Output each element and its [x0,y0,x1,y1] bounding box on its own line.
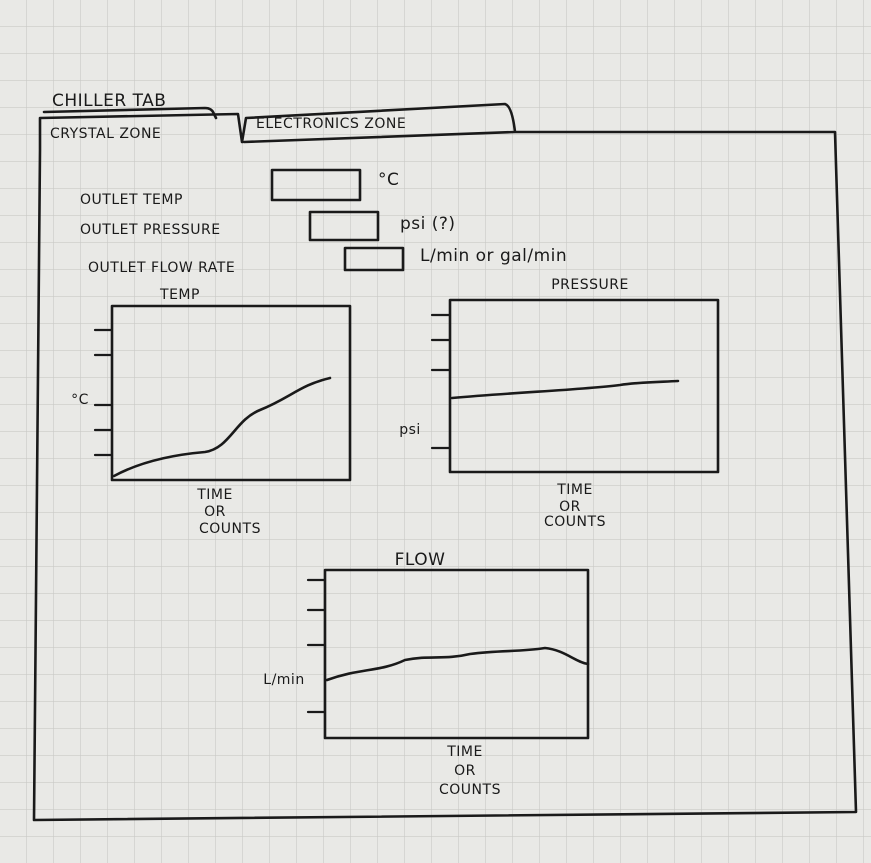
x-axis-label: OR [454,763,476,779]
x-axis-label: COUNTS [439,782,501,798]
y-axis-label: psi [399,422,421,438]
x-axis-label: TIME [446,744,483,760]
y-axis-label: L/min [263,672,304,688]
x-axis-label: TIME [196,487,233,503]
window-title: CHILLER TAB [52,91,166,111]
tab[interactable]: ELECTRONICS ZONE [256,116,406,132]
y-axis-label: °C [71,392,89,408]
tab[interactable]: CRYSTAL ZONE [50,126,161,142]
x-axis-label: COUNTS [544,514,606,530]
field-unit: °C [378,170,399,190]
field-unit: psi (?) [400,214,456,234]
x-axis-label: TIME [556,482,593,498]
chart-title: FLOW [395,550,446,570]
field-unit: L/min or gal/min [420,246,567,266]
field-label: OUTLET TEMP [80,192,183,208]
chart-title: PRESSURE [551,277,629,293]
field-label: OUTLET PRESSURE [80,222,221,238]
field-label: OUTLET FLOW RATE [88,260,235,276]
x-axis-label: COUNTS [199,521,261,537]
sketch: CHILLER TAB CRYSTAL ZONE ELECTRONICS ZON… [0,0,871,863]
x-axis-label: OR [559,499,581,515]
chart-title: TEMP [159,287,200,303]
page: {"window": {"title": "CHILLER TAB"}, "ta… [0,0,871,863]
x-axis-label: OR [204,504,226,520]
